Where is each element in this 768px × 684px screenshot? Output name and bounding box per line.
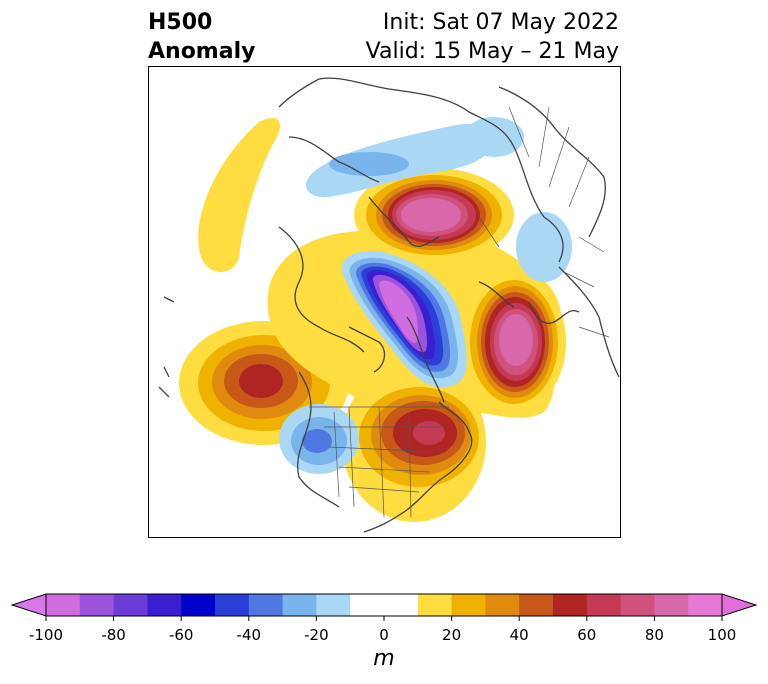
title-right: Init: Sat 07 May 2022 Valid: 15 May – 21…	[366, 8, 619, 66]
colorbar-tick-label: -80	[101, 626, 126, 644]
valid-range: Valid: 15 May – 21 May	[365, 39, 619, 64]
anomaly-western-us-low	[279, 404, 359, 474]
colorbar-tick-label: -60	[168, 626, 194, 644]
colorbar-segment	[688, 594, 723, 616]
colorbar-tick-label: 20	[442, 626, 462, 644]
colorbar-segment	[350, 594, 419, 616]
title-left: H500 Anomaly	[148, 8, 255, 66]
colorbar	[10, 593, 758, 621]
colorbar-segment	[79, 594, 115, 616]
colorbar-segment	[113, 594, 148, 616]
title-type: Anomaly	[148, 39, 256, 64]
colorbar-tick-label: 0	[379, 626, 389, 644]
anomaly-eastern-north-america-high	[342, 362, 486, 522]
colorbar-segment	[620, 594, 655, 616]
colorbar-tick-label: 100	[707, 626, 737, 644]
colorbar-tick-label: 60	[577, 626, 597, 644]
colorbar-segment	[553, 594, 588, 616]
colorbar-segment	[519, 594, 554, 616]
colorbar-segment	[586, 594, 622, 616]
colorbar-segment	[282, 594, 317, 616]
colorbar-segment	[316, 594, 351, 616]
anomaly-aleutian-arc	[198, 117, 280, 272]
colorbar-segment	[248, 594, 284, 616]
coastlines	[158, 77, 620, 533]
anomaly-arctic-low	[341, 250, 468, 388]
borders	[309, 106, 610, 518]
map-canvas	[158, 77, 620, 533]
colorbar-segment	[215, 594, 250, 616]
colorbar-unit-label: m	[373, 646, 395, 671]
anomaly-scandinavia-high	[462, 272, 566, 412]
colorbar-segment	[451, 594, 486, 616]
init-date: Init: Sat 07 May 2022	[382, 10, 619, 35]
colorbar-segment	[654, 594, 689, 616]
anomaly-map[interactable]	[148, 66, 621, 538]
colorbar-tick-label: -100	[28, 626, 64, 644]
colorbar-over-arrow	[721, 593, 758, 617]
colorbar-tick-label: -20	[304, 626, 329, 644]
colorbar-tick-label: -40	[236, 626, 262, 644]
colorbar-under-arrow	[10, 593, 47, 617]
anomaly-northern-high	[354, 168, 514, 262]
colorbar-segment	[147, 594, 182, 616]
colorbar-segment	[485, 594, 520, 616]
colorbar-segment	[46, 594, 81, 616]
colorbar-segment	[417, 594, 453, 616]
colorbar-segment	[181, 594, 216, 616]
title-variable: H500	[148, 10, 213, 35]
colorbar-tick-label: 40	[509, 626, 529, 644]
colorbar-tick-label: 80	[644, 626, 664, 644]
